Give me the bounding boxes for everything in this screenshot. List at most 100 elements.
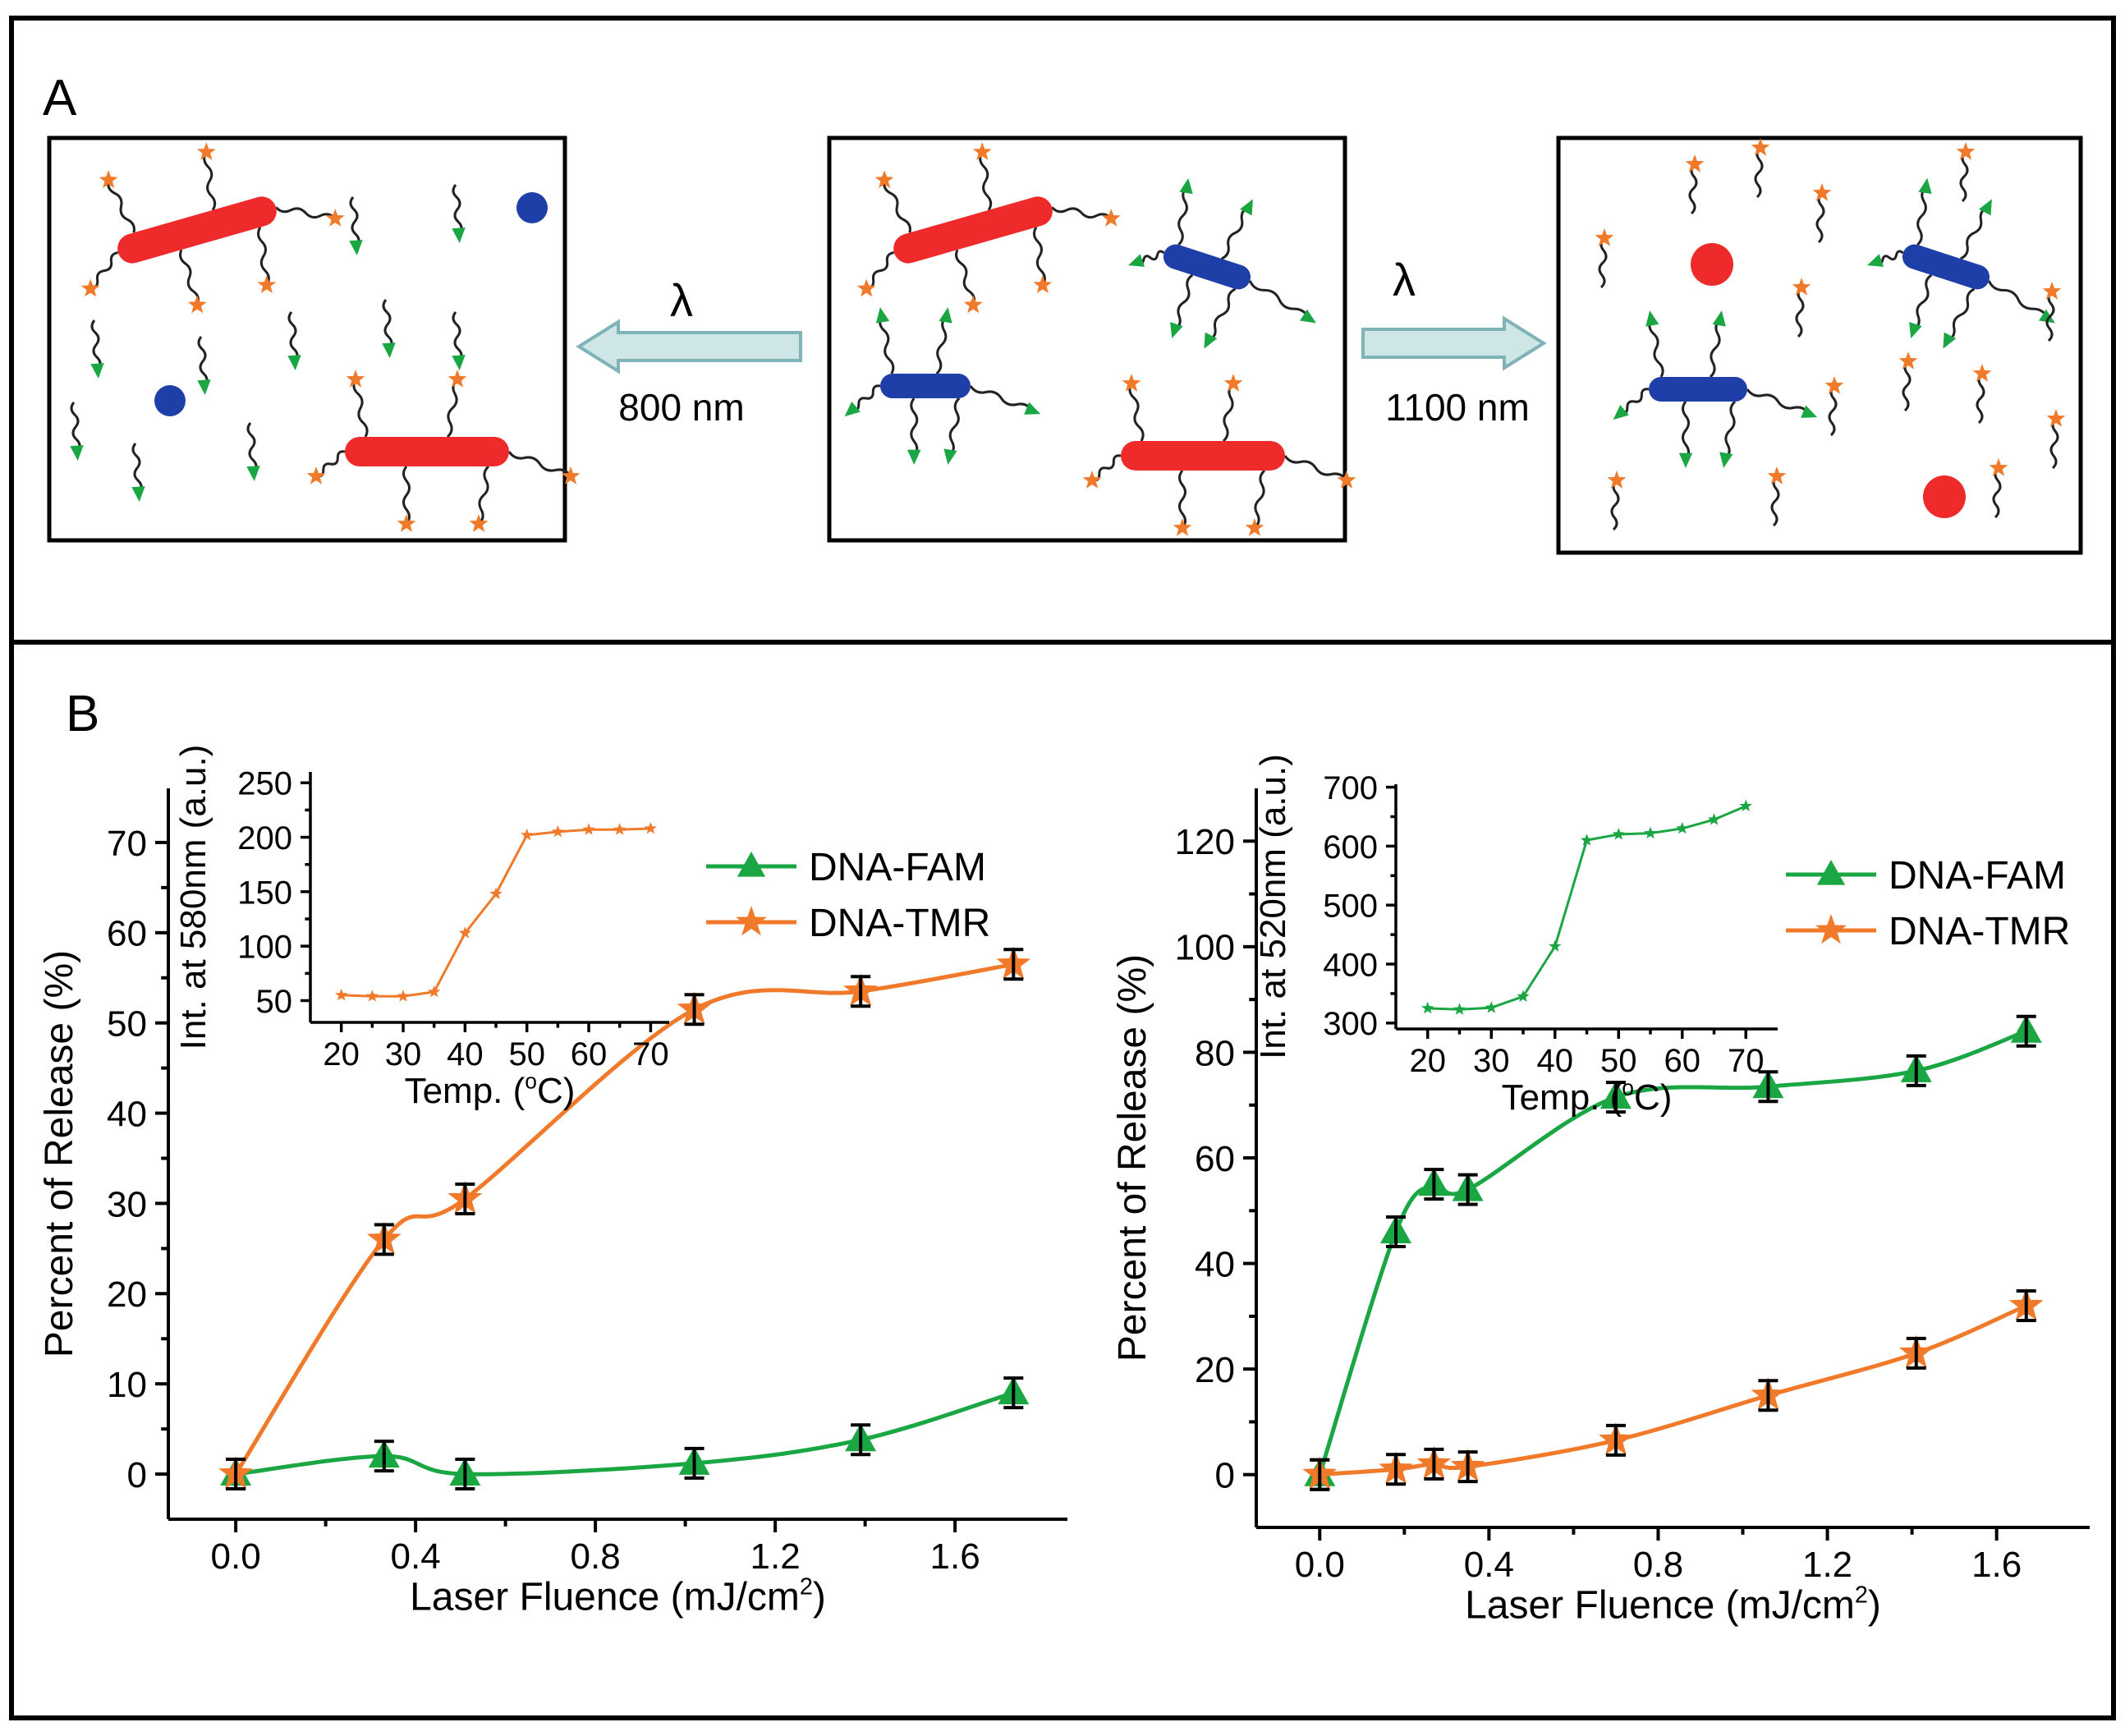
schematic-box-3: [1556, 135, 2083, 555]
main-dna-tmr-point-7: [2008, 1288, 2044, 1322]
x-axis-label-text: Laser Fluence (mJ/cm: [1465, 1584, 1855, 1628]
panel-a-label: A: [43, 70, 77, 126]
fam-dye-triangle-icon: [131, 486, 145, 502]
x-axis-label-superscript: 2: [1855, 1582, 1868, 1608]
dna-strand: [1051, 206, 1113, 220]
inset-y-tick-label: 500: [1323, 889, 1378, 925]
dna-strand: [1283, 455, 1348, 481]
dna-strand: [1828, 384, 1838, 437]
main-dna-tmr-point-3: [677, 991, 712, 1026]
inset-series-point-0: [1421, 1001, 1434, 1014]
fam-dye-triangle-icon: [1024, 402, 1041, 415]
inset-series-point-10: [644, 822, 657, 834]
fam-dye-triangle-icon: [943, 448, 957, 465]
fam-dye-triangle-icon: [246, 466, 260, 481]
fam-dye-triangle-icon: [1170, 322, 1183, 339]
nanorod-body: [893, 196, 1053, 264]
dna-strand: [1960, 205, 1989, 260]
red-nanosphere: [1691, 243, 1733, 286]
main-y-tick-label: 100: [1175, 928, 1235, 968]
main-y-tick-label: 0: [1215, 1456, 1235, 1496]
inset-series-point-0: [335, 988, 348, 1001]
main-x-tick-label: 1.6: [930, 1536, 980, 1577]
main-x-tick-label: 0.4: [1464, 1545, 1514, 1585]
main-y-tick-label: 0: [127, 1455, 147, 1495]
blue-nanorod: [1128, 177, 1316, 349]
red-nanorod: [856, 142, 1121, 314]
star-marker: [1517, 990, 1530, 1002]
fam-dye-triangle-icon: [1909, 322, 1922, 339]
main-x-tick-label: 1.2: [1802, 1545, 1852, 1585]
red-nanosphere: [1923, 475, 1966, 518]
dna-strand: [1253, 469, 1266, 530]
blue-nanosphere: [516, 192, 548, 223]
main-y-tick-label: 60: [1195, 1139, 1235, 1179]
fam-dye-triangle-icon: [1918, 177, 1932, 195]
dna-strand: [1723, 400, 1737, 461]
fam-dye-triangle-icon: [452, 355, 466, 370]
tmr-dye-star-icon: [2046, 409, 2066, 427]
star-marker: [458, 926, 471, 939]
dna-strand: [1992, 466, 2002, 519]
main-dna-fam-point-5: [998, 1376, 1030, 1410]
tmr-dye-star-icon: [447, 370, 467, 388]
inset-x-tick-label: 50: [1600, 1043, 1637, 1079]
tmr-dye-star-icon: [1223, 374, 1243, 392]
inset-x-axis-label: Temp. (oC): [1502, 1075, 1673, 1118]
inset-x-tick-label: 40: [447, 1036, 484, 1072]
dna-strand: [1770, 475, 1780, 527]
inset-y-tick-label: 100: [237, 930, 292, 966]
main-y-tick-label: 60: [107, 914, 147, 954]
dna-strand: [969, 385, 1034, 411]
main-dna-tmr-point-2: [1416, 1445, 1452, 1481]
x-axis-label-text: Temp. (: [1502, 1077, 1622, 1118]
star-marker: [1707, 813, 1721, 825]
tmr-dye-star-icon: [1972, 364, 1992, 382]
main-dna-tmr-point-0: [1302, 1456, 1338, 1491]
main-dna-tmr-point-3: [1450, 1449, 1485, 1484]
fam-dye-triangle-icon: [90, 363, 104, 379]
inset-series-point-2: [1485, 1001, 1498, 1013]
inset-series-point-8: [1676, 821, 1689, 834]
tmr-dye-star-icon: [346, 370, 365, 388]
x-axis-label-text: Temp. (: [405, 1071, 526, 1111]
main-dna-tmr-point-4: [843, 973, 879, 1008]
inset-series-point-1: [365, 990, 379, 1002]
x-axis-label-end: C): [1634, 1077, 1672, 1118]
main-dna-tmr-point-1: [366, 1221, 402, 1256]
inset-series-point-9: [1707, 813, 1721, 825]
dna-strand: [275, 206, 337, 220]
fam-dye-triangle-icon: [1204, 332, 1218, 349]
inset-series-point-7: [1644, 826, 1657, 839]
schematic-box-1: [47, 135, 567, 543]
x-axis-label-superscript: o: [525, 1068, 537, 1093]
tmr-dye-star-icon: [963, 295, 983, 314]
fam-dye-triangle-icon: [382, 342, 396, 358]
star-marker: [1485, 1001, 1498, 1013]
main-x-axis-label: Laser Fluence (mJ/cm2): [410, 1573, 826, 1619]
tmr-dye-star-icon: [1898, 351, 1918, 370]
nanorod-body: [1163, 244, 1251, 290]
dna-strand: [1178, 470, 1186, 529]
main-x-tick-label: 1.2: [750, 1536, 801, 1577]
inset-chart: 20 30 40 50 60 70 300 400 500 600 700 Temp. (oC) Int…: [1253, 754, 1778, 1118]
inset-series-point-4: [458, 926, 471, 939]
main-y-tick-label: 120: [1175, 822, 1235, 862]
main-x-tick-label: 0.8: [1633, 1545, 1683, 1585]
fam-dye-triangle-icon: [1719, 452, 1733, 468]
tmr-dye-star-icon: [257, 275, 277, 293]
dna-strand: [1795, 286, 1805, 338]
main-y-tick-label: 40: [107, 1094, 147, 1134]
star-marker: [521, 828, 534, 841]
inset-series-point-4: [1549, 939, 1562, 952]
inset-x-tick-label: 50: [508, 1036, 545, 1072]
main-dna-tmr-point-1: [1379, 1451, 1413, 1486]
fam-dye-triangle-icon: [1712, 310, 1726, 327]
dna-strand: [70, 402, 81, 452]
star-marker: [1580, 834, 1594, 846]
red-nanorod: [306, 370, 581, 532]
dna-strand: [452, 184, 463, 235]
dna-strand: [179, 249, 200, 306]
tmr-dye-star-icon: [1173, 518, 1192, 536]
inset-y-tick-label: 50: [256, 984, 293, 1020]
